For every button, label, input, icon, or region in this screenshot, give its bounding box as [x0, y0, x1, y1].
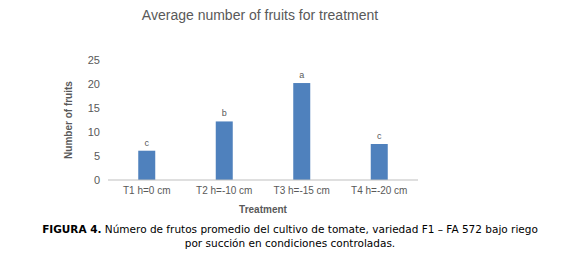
- y-tick: [105, 132, 108, 133]
- bar: [371, 144, 388, 180]
- caption-text: Número de frutos promedio del cultivo de…: [105, 223, 538, 249]
- y-tick: [105, 108, 108, 109]
- x-axis-label: Treatment: [239, 204, 287, 215]
- caption: FIGURA 4. Número de frutos promedio del …: [40, 222, 540, 250]
- bar: [138, 151, 155, 180]
- x-tick-label: T3 h=-15 cm: [274, 185, 330, 196]
- x-tick-label: T4 h=-20 cm: [351, 185, 407, 196]
- annotation: a: [299, 70, 304, 80]
- y-axis-label: Number of fruits: [63, 81, 74, 159]
- y-tick-label: 20: [88, 78, 100, 90]
- y-tick-label: 10: [88, 126, 100, 138]
- y-tick-label: 15: [88, 102, 100, 114]
- y-tick-label: 25: [88, 54, 100, 66]
- bar: [293, 83, 310, 180]
- y-tick-label: 5: [94, 150, 100, 162]
- chart: Average number of fruits for treatment 0 5…: [0, 0, 580, 222]
- annotation: c: [377, 131, 382, 141]
- bars: [138, 83, 388, 180]
- x-axis: [108, 180, 418, 181]
- annotation: b: [222, 108, 227, 118]
- x-tick-label: T1 h=0 cm: [123, 185, 171, 196]
- y-tick: [105, 180, 108, 181]
- annotation: c: [145, 138, 150, 148]
- title: Average number of fruits for treatment: [142, 7, 378, 23]
- x-tick-label: T2 h=-10 cm: [196, 185, 252, 196]
- y-tick: [105, 60, 108, 61]
- y-tick: [105, 156, 108, 157]
- caption-label: FIGURA 4.: [42, 223, 101, 235]
- y-tick: [105, 84, 108, 85]
- y-tick-label: 0: [94, 174, 100, 186]
- bar: [216, 121, 233, 180]
